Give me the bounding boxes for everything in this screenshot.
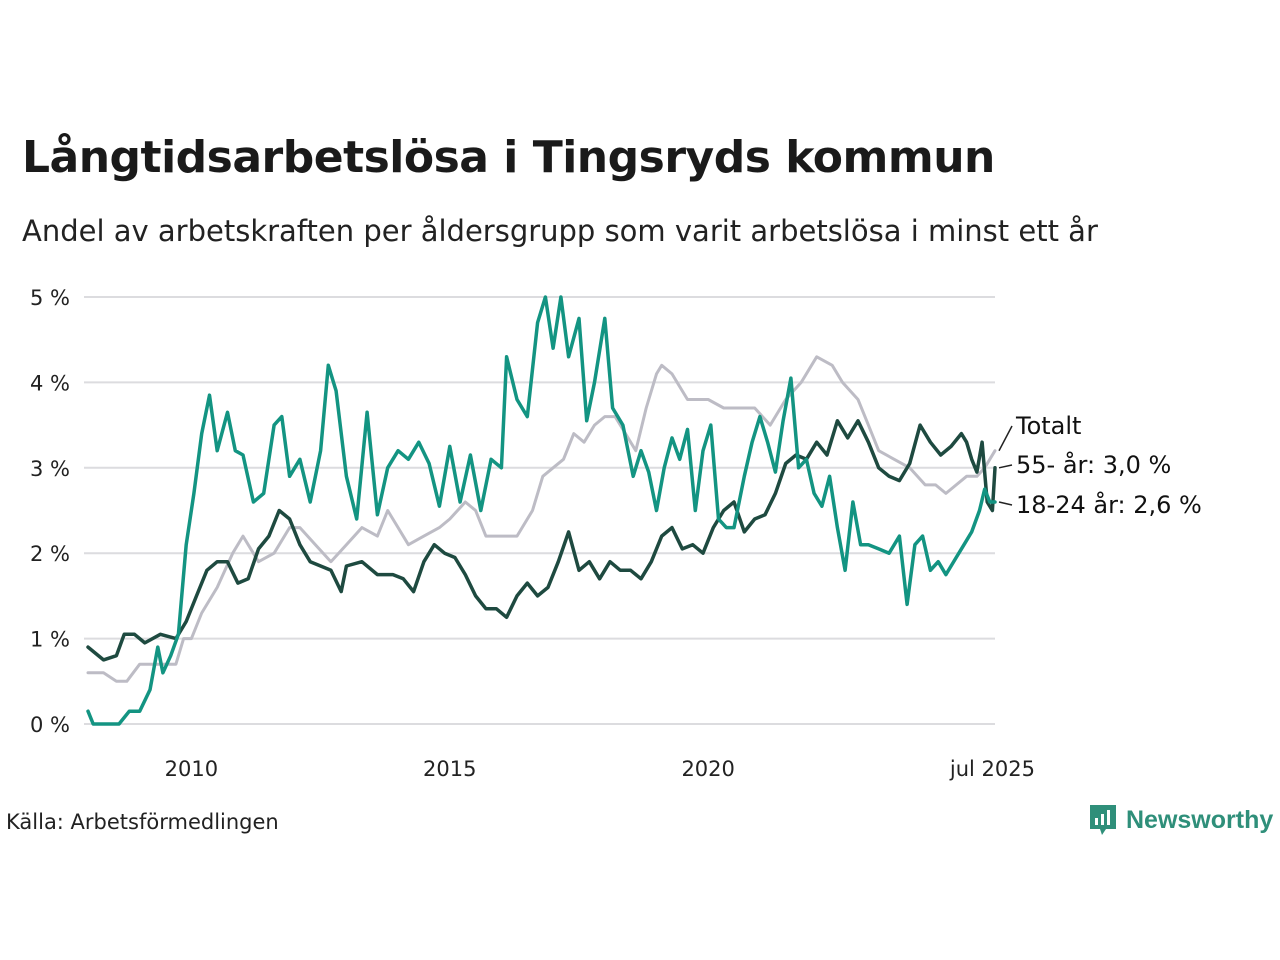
- brand-logo[interactable]: Newsworthy: [1088, 803, 1273, 837]
- brand-name: Newsworthy: [1126, 805, 1274, 834]
- series-line-1: [86, 355, 997, 683]
- y-tick-label: 4 %: [30, 371, 70, 395]
- chart-subtitle: Andel av arbetskraften per åldersgrupp s…: [22, 214, 1098, 248]
- label-leader-line: [998, 464, 1013, 469]
- series-end-label: 18-24 år: 2,6 %: [1016, 490, 1202, 519]
- x-tick-label: 2010: [165, 757, 218, 781]
- series-lines: [86, 295, 997, 726]
- label-leader-line: [998, 425, 1013, 452]
- x-tick-label: 2020: [681, 757, 734, 781]
- series-line-2: [86, 419, 997, 662]
- y-tick-label: 3 %: [30, 457, 70, 481]
- series-end-label: 55- år: 3,0 %: [1016, 450, 1171, 479]
- newsworthy-logo-icon: [1090, 805, 1116, 835]
- y-tick-label: 1 %: [30, 628, 70, 652]
- series-end-label: Totalt: [1015, 412, 1081, 440]
- series-line-3: [86, 295, 997, 726]
- series-end-labels: Totalt 55- år: 3,0 % 18-24 år: 2,6 %: [998, 412, 1202, 519]
- y-axis-tick-labels: 0 % 1 % 2 % 3 % 4 % 5 %: [30, 286, 70, 737]
- label-leader-line: [998, 501, 1013, 506]
- source-note: Källa: Arbetsförmedlingen: [6, 810, 279, 834]
- chart-title: Långtidsarbetslösa i Tingsryds kommun: [22, 132, 995, 183]
- x-tick-label: 2015: [423, 757, 476, 781]
- y-tick-label: 2 %: [30, 542, 70, 566]
- y-tick-label: 0 %: [30, 713, 70, 737]
- y-tick-label: 5 %: [30, 286, 70, 310]
- line-chart: 0 %1 %2 %3 %4 %5 % 2010 2015 2020 jul 2025 …: [30, 286, 1202, 781]
- grid-lines: [84, 296, 995, 725]
- x-tick-label: jul 2025: [949, 757, 1035, 781]
- x-axis-tick-labels: 2010 2015 2020 jul 2025: [165, 757, 1035, 781]
